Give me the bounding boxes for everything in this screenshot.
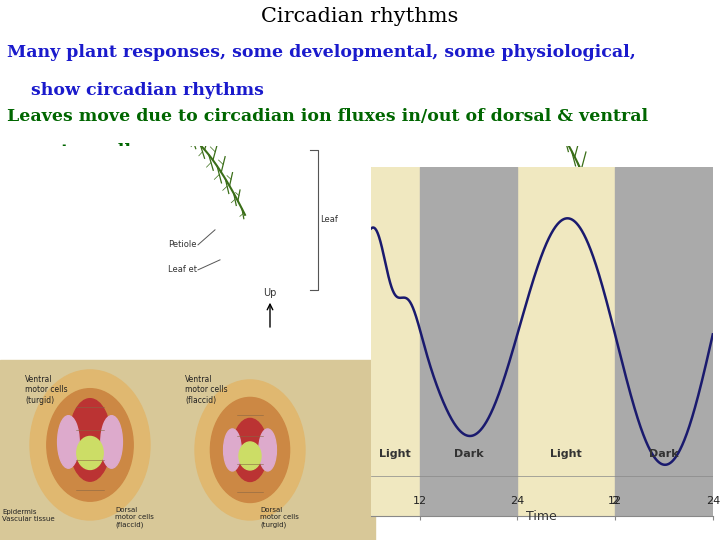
Text: Ventral
motor cells
(flaccid): Ventral motor cells (flaccid) (185, 375, 228, 404)
Bar (615, 167, 713, 516)
Text: show circadian rhythms: show circadian rhythms (7, 82, 264, 99)
Text: '2: '2 (610, 496, 620, 505)
Ellipse shape (30, 370, 150, 520)
Text: 12: 12 (413, 496, 427, 505)
Text: Light: Light (379, 449, 411, 460)
Ellipse shape (239, 442, 261, 470)
Text: Leaves move due to circadian ion fluxes in/out of dorsal & ventral: Leaves move due to circadian ion fluxes … (7, 108, 648, 125)
Ellipse shape (258, 429, 276, 471)
Text: Dorsal
motor cells
(turgid): Dorsal motor cells (turgid) (260, 508, 299, 528)
Text: 24: 24 (510, 496, 524, 505)
Bar (0, 146, 375, 360)
Bar (518, 167, 615, 516)
Ellipse shape (210, 397, 289, 503)
Ellipse shape (224, 429, 241, 471)
Ellipse shape (58, 416, 79, 468)
Bar (371, 167, 420, 516)
Ellipse shape (69, 399, 111, 481)
Text: Dark: Dark (649, 449, 679, 460)
Text: Leaf et: Leaf et (168, 265, 197, 274)
Text: Petiole: Petiole (168, 240, 197, 249)
Text: Time: Time (526, 510, 557, 523)
Text: Many plant responses, some developmental, some physiological,: Many plant responses, some developmental… (7, 44, 636, 60)
Text: Ventral
motor cells
(turgid): Ventral motor cells (turgid) (25, 375, 68, 404)
Text: Dark: Dark (454, 449, 483, 460)
Bar (420, 167, 518, 516)
Ellipse shape (47, 389, 133, 501)
Ellipse shape (233, 418, 268, 482)
Ellipse shape (77, 436, 103, 469)
Ellipse shape (195, 380, 305, 520)
Text: Epidermis
Vascular tissue: Epidermis Vascular tissue (2, 509, 55, 522)
Text: Dorsal
motor cells
(flaccid): Dorsal motor cells (flaccid) (115, 508, 154, 528)
Ellipse shape (101, 416, 122, 468)
Text: motor cells: motor cells (7, 143, 141, 160)
Text: Up: Up (264, 288, 276, 298)
Bar (0, 360, 375, 540)
Text: 12: 12 (608, 496, 622, 505)
Text: Circadian rhythms: Circadian rhythms (261, 7, 459, 26)
Text: Light: Light (550, 449, 582, 460)
Text: Leaf: Leaf (320, 215, 338, 224)
Text: 24: 24 (706, 496, 720, 505)
